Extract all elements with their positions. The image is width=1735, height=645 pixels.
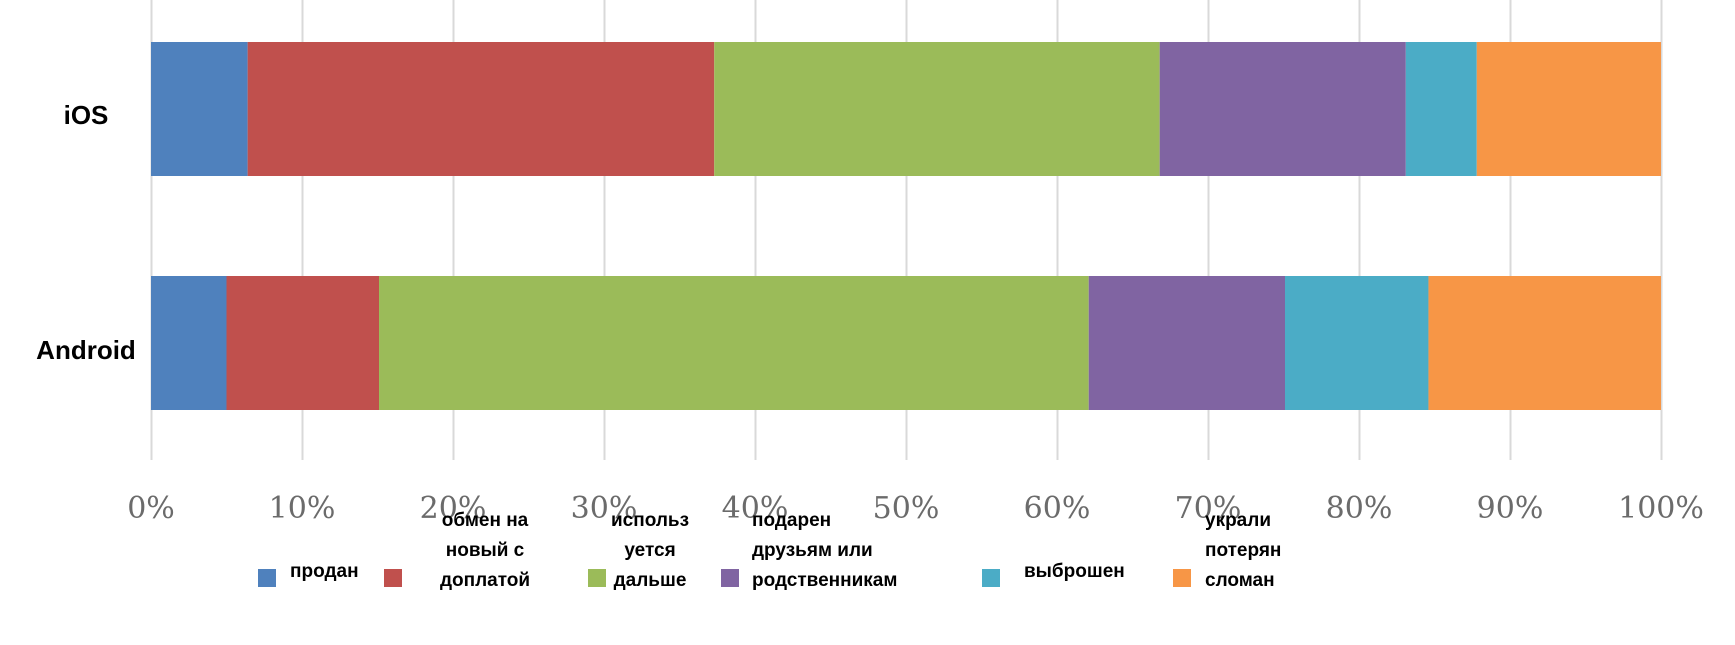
x-tick-label-20: 20% (420, 491, 487, 526)
bar-ios-series-5 (1476, 42, 1661, 176)
x-tick-label-0: 0% (127, 491, 175, 526)
legend-label-3: подарен друзьям или родственникам (752, 510, 897, 591)
category-label-ios: iOS (64, 100, 109, 130)
legend-label-2: использ уется дальше (611, 510, 689, 591)
bar-ios-series-1 (247, 42, 715, 176)
x-tick-label-60: 60% (1024, 491, 1091, 526)
bar-ios-series-3 (1159, 42, 1406, 176)
legend-swatch-2 (588, 569, 606, 587)
x-tick-label-40: 40% (722, 491, 789, 526)
bars (151, 42, 1661, 410)
legend-label-0: продан (290, 561, 359, 582)
legend: продан обмен на новый с доплатой использ уетс… (258, 510, 1281, 591)
legend-swatch-5 (1173, 569, 1191, 587)
bar-ios-series-0 (151, 42, 248, 176)
legend-item-2: использ уется дальше (588, 510, 689, 591)
legend-swatch-1 (384, 569, 402, 587)
category-labels: iOS Android (36, 100, 136, 365)
legend-item-1: обмен на новый с доплатой (384, 510, 530, 591)
legend-item-0: продан (258, 561, 359, 587)
bar-android-series-1 (226, 276, 380, 410)
x-tick-label-80: 80% (1326, 491, 1393, 526)
x-tick-label-90: 90% (1477, 491, 1544, 526)
legend-swatch-4 (982, 569, 1000, 587)
legend-item-3: подарен друзьям или родственникам (721, 510, 897, 591)
x-tick-label-50: 50% (873, 491, 940, 526)
legend-swatch-3 (721, 569, 739, 587)
legend-item-5: украли потерян сломан (1173, 510, 1281, 591)
x-tick-label-30: 30% (571, 491, 638, 526)
bar-android-series-4 (1285, 276, 1429, 410)
legend-label-1: обмен на новый с доплатой (440, 510, 530, 591)
bar-android-series-0 (151, 276, 227, 410)
legend-label-4: выброшен (1024, 561, 1125, 582)
legend-label-5: украли потерян сломан (1205, 510, 1281, 591)
x-tick-label-100: 100% (1618, 491, 1704, 526)
legend-item-4: выброшен (982, 561, 1125, 587)
bar-ios-series-2 (714, 42, 1160, 176)
category-label-android: Android (36, 335, 136, 365)
x-tick-label-70: 70% (1175, 491, 1242, 526)
x-axis-ticks: 0% 10% 20% 30% 40% 50% 60% 70% 80% 90% 100% (127, 491, 1704, 526)
bar-android-series-2 (379, 276, 1089, 410)
bar-ios-series-4 (1405, 42, 1477, 176)
x-tick-label-10: 10% (269, 491, 336, 526)
legend-swatch-0 (258, 569, 276, 587)
bar-android-series-3 (1088, 276, 1286, 410)
bar-android-series-5 (1428, 276, 1661, 410)
